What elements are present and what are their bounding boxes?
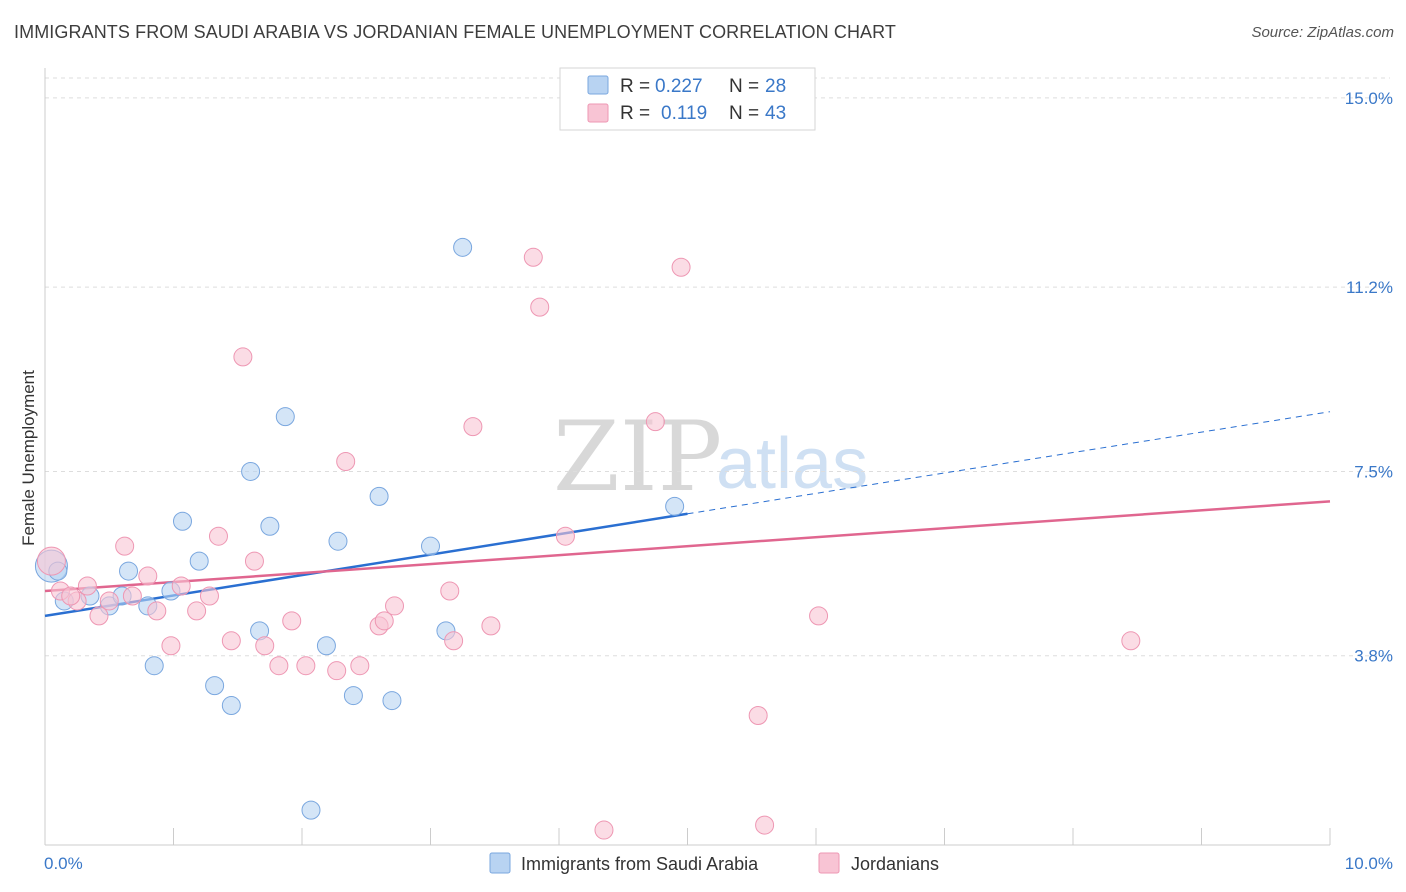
watermark: ZIP atlas (553, 401, 868, 513)
y-tick-labels: 3.8% 7.5% 11.2% 15.0% (1345, 89, 1393, 666)
data-point-pink (208, 526, 228, 546)
data-point-blue (189, 551, 209, 571)
data-point-pink (233, 347, 253, 367)
data-point-pink (350, 656, 370, 676)
watermark-atlas: atlas (716, 424, 868, 504)
gridlines (45, 77, 1390, 657)
data-point-pink (61, 586, 81, 606)
data-point-pink (171, 576, 191, 596)
data-point-pink (555, 526, 575, 546)
data-point-pink (199, 586, 219, 606)
data-point-blue (453, 237, 473, 257)
data-point-pink (1121, 631, 1141, 651)
bottom-legend-label-blue: Immigrants from Saudi Arabia (521, 854, 759, 874)
x-tick-label: 10.0% (1345, 854, 1393, 873)
data-point-pink (444, 631, 464, 651)
chart-title: IMMIGRANTS FROM SAUDI ARABIA VS JORDANIA… (14, 22, 897, 42)
data-points (34, 237, 1141, 840)
x-tick-label: 0.0% (44, 854, 83, 873)
trend-line-pink (44, 500, 1331, 593)
data-point-pink (255, 636, 275, 656)
data-point-pink (645, 412, 665, 432)
data-point-pink (374, 611, 394, 631)
data-point-pink (122, 586, 142, 606)
legend-r-value-pink: 0.119 (661, 103, 707, 124)
data-point-pink (99, 591, 119, 611)
data-point-pink (77, 576, 97, 596)
data-point-blue (205, 676, 225, 696)
data-point-blue (119, 561, 139, 581)
data-point-pink (115, 536, 135, 556)
data-point-pink (221, 631, 241, 651)
data-point-pink (187, 601, 207, 621)
legend-n-label-pink: N = (729, 103, 759, 124)
axes (44, 68, 1331, 846)
data-point-pink (440, 581, 460, 601)
data-point-pink (138, 566, 158, 586)
watermark-zip: ZIP (553, 401, 722, 513)
bottom-legend: Immigrants from Saudi Arabia Jordanians (489, 852, 939, 874)
data-point-pink (296, 656, 316, 676)
legend-n-value-pink: 43 (765, 103, 786, 124)
data-point-pink (161, 636, 181, 656)
data-point-pink (89, 606, 109, 626)
data-point-blue (172, 511, 192, 531)
data-point-blue (665, 496, 685, 516)
data-point-pink (755, 815, 775, 835)
data-point-pink (385, 596, 405, 616)
data-point-blue (301, 800, 321, 820)
data-point-blue (369, 486, 389, 506)
legend-n-label-blue: N = (729, 76, 759, 97)
data-point-pink (36, 546, 66, 576)
y-tick-label: 7.5% (1354, 462, 1393, 481)
y-tick-label: 11.2% (1346, 278, 1393, 297)
data-point-blue (382, 691, 402, 711)
data-point-pink (336, 452, 356, 471)
legend: R = 0.227 N = 28 R = 0.119 N = 43 (559, 67, 816, 131)
data-point-blue (241, 461, 261, 481)
data-point-blue (343, 686, 363, 706)
data-point-pink (523, 247, 543, 267)
data-point-pink (327, 661, 347, 681)
data-point-pink (481, 616, 501, 636)
data-point-blue (328, 531, 348, 551)
data-point-pink (748, 706, 768, 726)
data-point-pink (147, 601, 167, 621)
data-point-pink (282, 611, 302, 631)
data-point-blue (421, 536, 440, 556)
y-tick-label: 3.8% (1354, 647, 1393, 666)
y-tick-label: 15.0% (1345, 89, 1393, 108)
data-point-blue (275, 407, 295, 427)
data-point-pink (809, 606, 829, 626)
data-point-pink (244, 551, 264, 571)
bottom-legend-swatch-blue (489, 852, 511, 874)
data-point-pink (269, 656, 289, 676)
data-point-blue (316, 636, 336, 656)
data-point-blue (144, 656, 164, 676)
data-point-blue (260, 516, 280, 536)
legend-r-label-pink: R = (620, 103, 650, 124)
chart-source: Source: ZipAtlas.com (1251, 24, 1394, 41)
data-point-pink (463, 417, 483, 437)
y-axis-label: Female Unemployment (19, 370, 38, 546)
legend-swatch-pink (587, 103, 609, 123)
bottom-legend-label-pink: Jordanians (851, 854, 939, 874)
data-point-blue (221, 696, 241, 716)
data-point-pink (671, 257, 691, 277)
data-point-pink (530, 297, 550, 317)
legend-n-value-blue: 28 (765, 76, 786, 97)
trend-line-extension-blue (687, 411, 1331, 515)
x-tick-labels: 0.0% 10.0% (44, 854, 1393, 873)
legend-swatch-blue (587, 75, 609, 95)
data-point-pink (594, 820, 614, 840)
legend-r-value-blue: 0.227 (655, 76, 703, 97)
bottom-legend-swatch-pink (818, 852, 840, 874)
legend-r-label-blue: R = (620, 76, 650, 97)
